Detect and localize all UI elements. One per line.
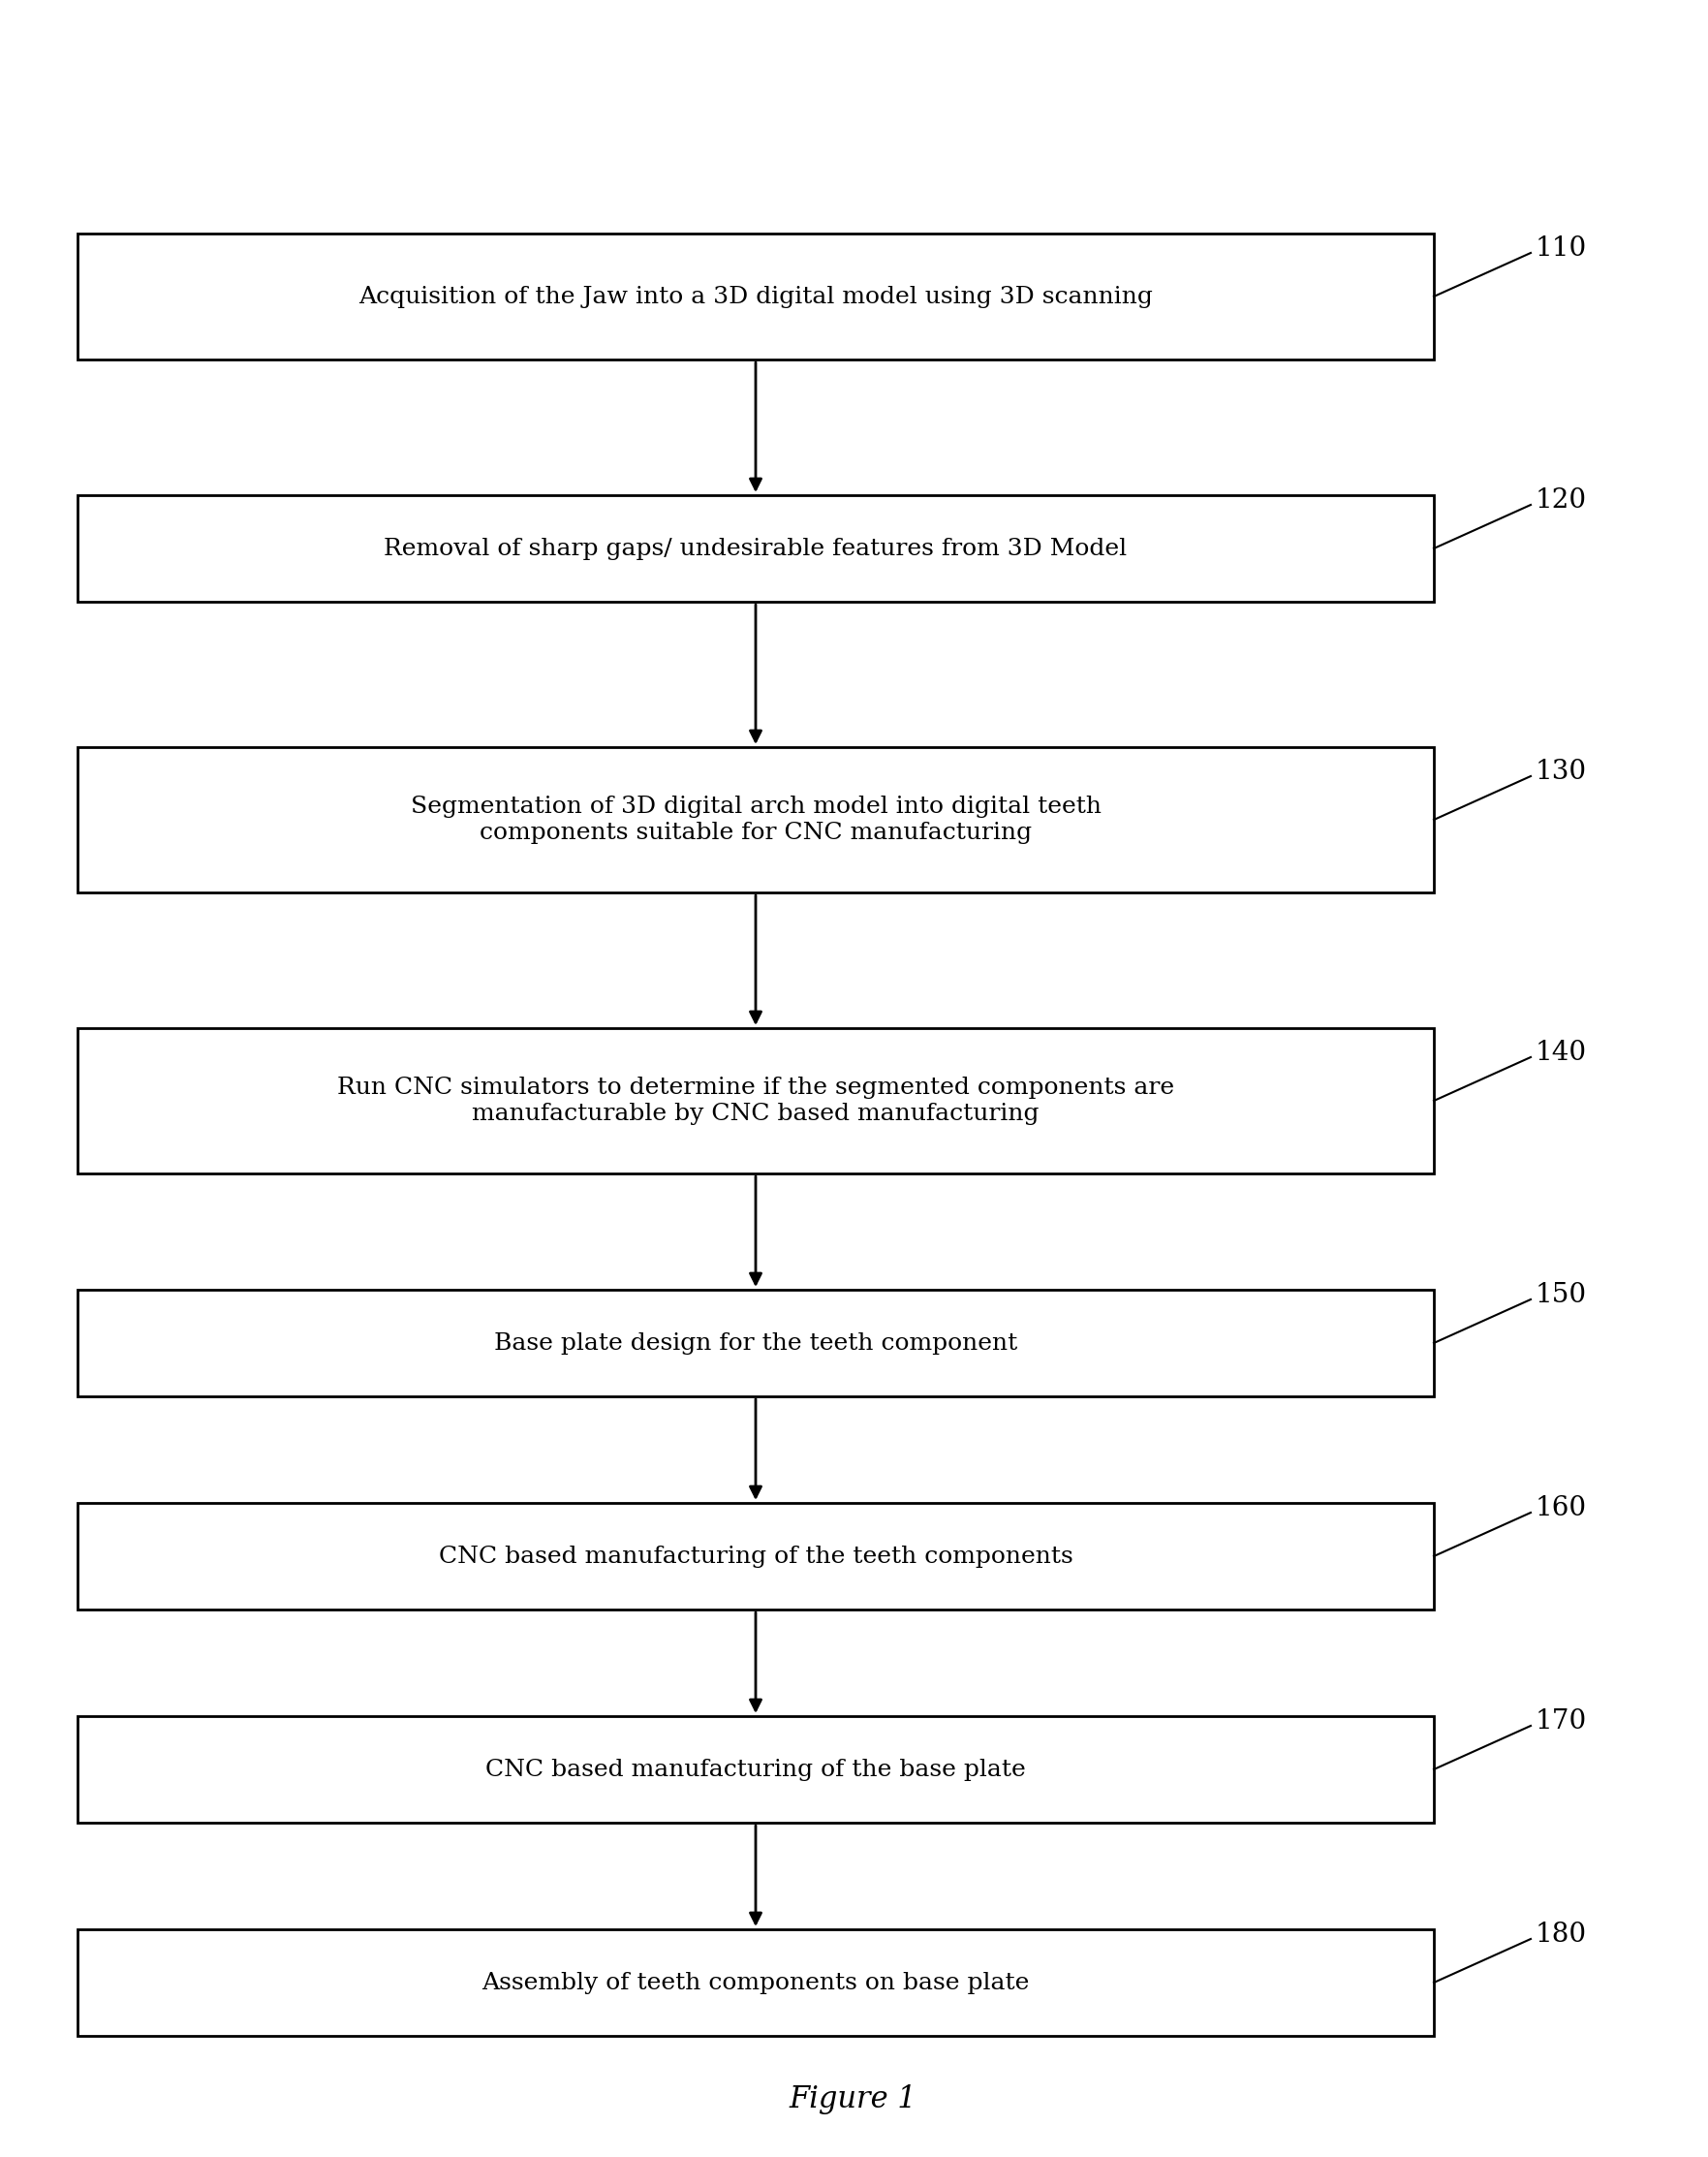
Bar — [77, 233, 1433, 360]
Bar — [77, 1928, 1433, 2036]
Bar — [77, 1503, 1433, 1609]
Text: 180: 180 — [1535, 1922, 1587, 1948]
Text: 150: 150 — [1535, 1281, 1587, 1307]
Text: Assembly of teeth components on base plate: Assembly of teeth components on base pla… — [482, 1971, 1030, 1993]
Bar — [77, 746, 1433, 893]
Bar — [77, 1029, 1433, 1173]
Text: 140: 140 — [1535, 1040, 1587, 1066]
Text: Removal of sharp gaps/ undesirable features from 3D Model: Removal of sharp gaps/ undesirable featu… — [384, 537, 1127, 559]
Text: Acquisition of the Jaw into a 3D digital model using 3D scanning: Acquisition of the Jaw into a 3D digital… — [359, 285, 1153, 308]
Text: Run CNC simulators to determine if the segmented components are
manufacturable b: Run CNC simulators to determine if the s… — [336, 1076, 1175, 1124]
Bar — [77, 1717, 1433, 1823]
Text: 110: 110 — [1535, 235, 1587, 261]
Text: Segmentation of 3D digital arch model into digital teeth
components suitable for: Segmentation of 3D digital arch model in… — [410, 796, 1102, 843]
Text: Base plate design for the teeth component: Base plate design for the teeth componen… — [494, 1331, 1018, 1355]
Text: Figure 1: Figure 1 — [789, 2084, 917, 2114]
Bar — [77, 496, 1433, 602]
Text: 160: 160 — [1535, 1495, 1587, 1521]
Text: 130: 130 — [1535, 759, 1587, 785]
Text: 120: 120 — [1535, 487, 1587, 513]
Text: CNC based manufacturing of the base plate: CNC based manufacturing of the base plat… — [485, 1758, 1027, 1780]
Text: 170: 170 — [1535, 1708, 1587, 1734]
Text: CNC based manufacturing of the teeth components: CNC based manufacturing of the teeth com… — [439, 1544, 1073, 1568]
Bar — [77, 1290, 1433, 1396]
